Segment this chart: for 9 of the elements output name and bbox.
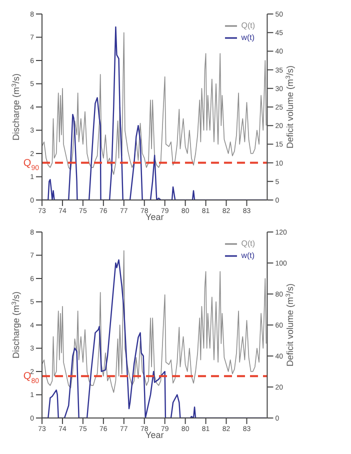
legend-label: Q(t) xyxy=(241,21,255,30)
x-axis-title: Year xyxy=(146,212,164,222)
legend-label: Q(t) xyxy=(241,239,255,248)
legend-label: w(t) xyxy=(241,33,255,42)
line-series xyxy=(42,32,267,175)
x-axis-title: Year xyxy=(146,430,164,440)
ref-line-label: Q$_{90}$ xyxy=(23,158,40,172)
line-series xyxy=(42,250,267,393)
legend-label: w(t) xyxy=(241,251,255,260)
